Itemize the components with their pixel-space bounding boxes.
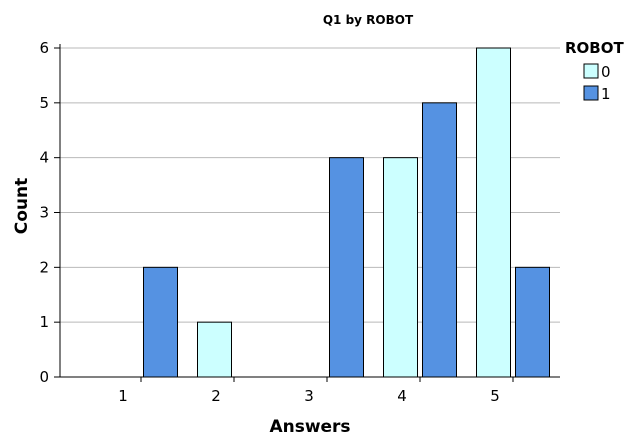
y-tick-labels: 0 1 2 3 4 5 6 [39, 39, 60, 386]
y-tick-label: 1 [39, 313, 49, 331]
legend-swatch-0 [583, 63, 599, 79]
bar-series-1-cat-4 [422, 102, 457, 378]
bar-series-1-cat-5 [515, 266, 550, 378]
bar-series-0-cat-4 [383, 157, 418, 378]
x-tick-labels: 1 2 3 4 5 [118, 377, 514, 405]
x-tick-label: 2 [211, 387, 221, 405]
legend: ROBOT 01 [565, 39, 624, 103]
y-axis-title: Count [12, 178, 32, 235]
bar-series-1-cat-3 [329, 157, 364, 378]
legend-swatch-1 [583, 85, 599, 101]
x-axis-title: Answers [269, 417, 350, 436]
y-tick-label: 3 [39, 204, 49, 222]
legend-label-0: 0 [601, 63, 611, 81]
y-tick-label: 5 [39, 94, 49, 112]
x-tick-label: 1 [118, 387, 128, 405]
x-tick-label: 3 [304, 387, 314, 405]
y-tick-label: 6 [39, 39, 49, 57]
axes [59, 44, 560, 378]
y-tick-label: 0 [39, 368, 49, 386]
legend-label-1: 1 [601, 85, 611, 103]
legend-title: ROBOT [565, 39, 624, 57]
legend-items: 01 [583, 63, 611, 103]
bar-series-0-cat-5 [476, 47, 511, 378]
bar-series-1-cat-1 [143, 266, 178, 378]
bars [143, 47, 550, 378]
bar-series-0-cat-2 [197, 321, 232, 378]
x-tick-label: 5 [490, 387, 500, 405]
y-tick-label: 2 [39, 258, 49, 276]
x-tick-label: 4 [397, 387, 407, 405]
chart-title: Q1 by ROBOT [323, 13, 414, 27]
y-tick-label: 4 [39, 149, 49, 167]
